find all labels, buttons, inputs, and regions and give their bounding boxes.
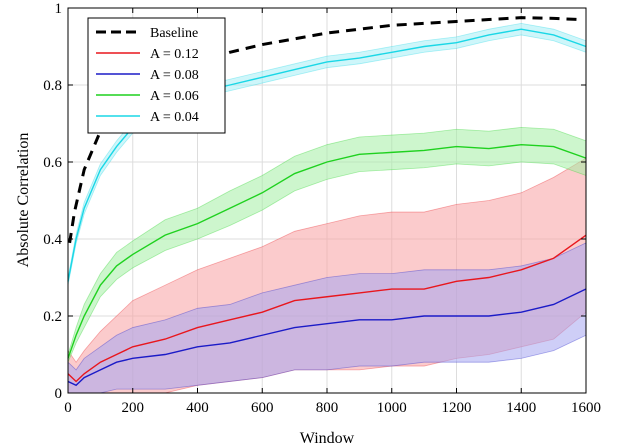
series-line-a-0-06 [67,143,587,359]
x-tick-label: 600 [251,400,274,416]
x-tick-label: 1600 [571,400,601,416]
y-tick-label: 0.6 [43,155,62,171]
y-tick-label: 1 [55,1,63,17]
legend-box [87,17,226,134]
legend: Baseline A = 0.12 A = 0.08 A = 0.06 A = 0.04 [87,17,226,134]
x-tick-label: 0 [64,400,72,416]
x-tick-label: 200 [122,400,145,416]
y-tick-label: 0.2 [43,309,62,325]
x-axis-label: Window [300,430,355,447]
legend-label-a-0-08: A = 0.08 [150,68,199,83]
legend-label-baseline: Baseline [150,26,198,41]
series-line-a-0-12 [67,234,587,383]
y-axis-label: Absolute Correlation [15,133,32,268]
y-tick-label: 0.8 [43,78,62,94]
x-tick-label: 400 [186,400,209,416]
x-tick-label: 800 [316,400,339,416]
y-tick-label: 0 [55,386,63,402]
legend-label-a-0-06: A = 0.06 [150,89,199,104]
x-tick-label: 1400 [506,400,536,416]
legend-label-a-0-12: A = 0.12 [150,47,199,62]
x-tick-label: 1000 [377,400,407,416]
axis-ticks: 0 200 400 600 800 1000 1200 1400 1600 0 0.2 0.4 0.6 0… [43,1,601,416]
x-tick-label: 1200 [442,400,472,416]
legend-label-a-0-04: A = 0.04 [150,110,199,125]
y-tick-label: 0.4 [43,232,62,248]
series-line-a-0-04 [67,28,587,282]
series-line-a-0-08 [67,288,587,387]
